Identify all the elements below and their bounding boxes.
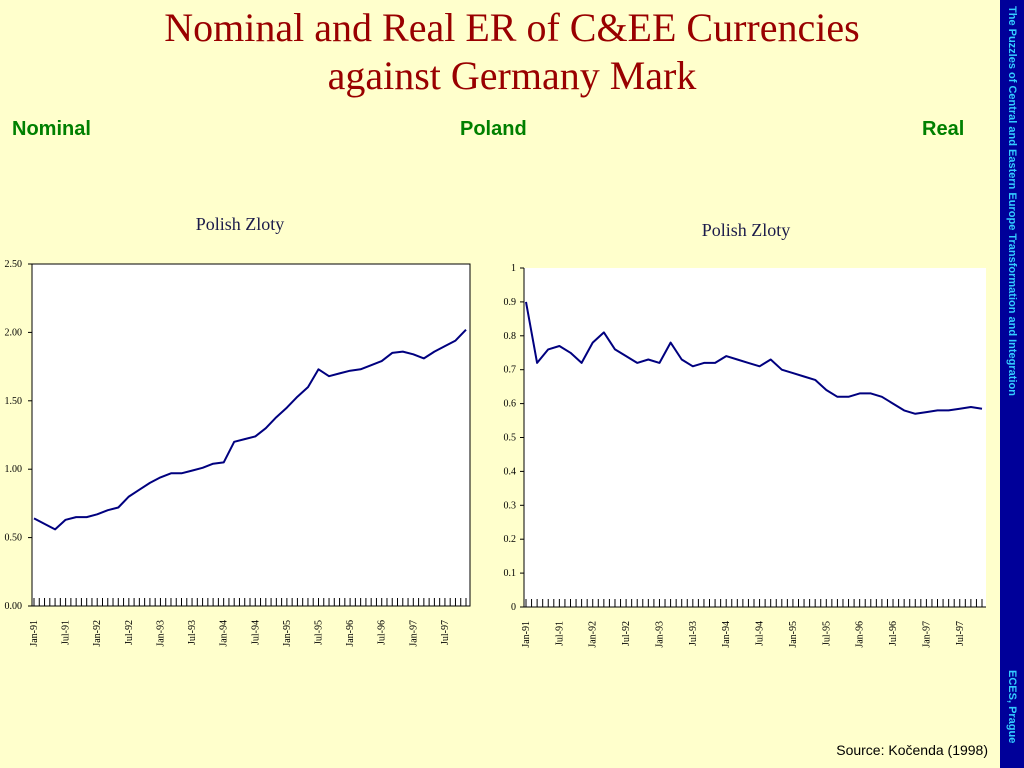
chart1-xtick-label: Jan-96	[345, 620, 356, 647]
chart2-ytick-label: 0.4	[504, 466, 517, 477]
chart2-ytick-label: 0.6	[504, 399, 517, 410]
chart2-xtick-label: Jul-94	[755, 621, 766, 646]
chart1-ytick-label: 0.00	[5, 601, 23, 612]
chart1-xtick-label: Jan-95	[282, 620, 293, 647]
chart2-xtick-label: Jan-92	[588, 621, 599, 648]
chart2-ytick-label: 0.1	[504, 568, 517, 579]
chart1-ytick-label: 0.50	[5, 533, 23, 544]
chart1-ytick-label: 1.00	[5, 464, 23, 475]
label-country: Poland	[460, 118, 527, 140]
sidebar-text: The Puzzles of Central and Eastern Europ…	[1006, 6, 1018, 396]
chart2-xtick-label: Jul-97	[955, 621, 966, 646]
chart1-title: Polish Zloty	[196, 214, 285, 234]
chart2-xtick-label: Jul-92	[621, 621, 632, 646]
chart1-ytick-label: 2.00	[5, 327, 23, 338]
title-line-2: against Germany Mark	[327, 53, 697, 98]
label-real: Real	[922, 118, 965, 140]
chart1-xtick-label: Jul-95	[313, 620, 324, 645]
chart2-ytick-label: 0.7	[504, 365, 517, 376]
label-nominal: Nominal	[12, 118, 91, 140]
chart1-ytick-label: 1.50	[5, 396, 23, 407]
chart2-xtick-label: Jan-94	[721, 621, 732, 648]
chart2-title: Polish Zloty	[702, 220, 791, 240]
chart1-xtick-label: Jul-94	[250, 620, 261, 645]
chart2-ytick-label: 0.5	[504, 433, 517, 444]
chart2-ytick-label: 0.9	[504, 297, 517, 308]
sidebar-footer: ECES, Prague	[1006, 670, 1018, 744]
source-note: Source: Kočenda (1998)	[836, 742, 988, 758]
title-line-1: Nominal and Real ER of C&EE Currencies	[164, 5, 860, 50]
chart1-xtick-label: Jul-97	[440, 620, 451, 645]
chart1-xtick-label: Jan-92	[92, 620, 103, 647]
chart1-xtick-label: Jul-93	[187, 620, 198, 645]
chart1-plot-area	[31, 263, 471, 607]
sidebar-band: The Puzzles of Central and Eastern Europ…	[1000, 0, 1024, 768]
chart2-xtick-label: Jan-91	[521, 621, 532, 648]
chart2-ytick-label: 0.2	[504, 534, 517, 545]
chart2-xtick-label: Jan-95	[788, 621, 799, 648]
charts-canvas: Polish Zloty0.000.501.001.502.002.50Jan-…	[5, 214, 986, 648]
slide-title: Nominal and Real ER of C&EE Currencies a…	[0, 4, 1024, 100]
chart1-xtick-label: Jan-93	[155, 620, 166, 647]
chart1-xtick-label: Jul-92	[124, 620, 135, 645]
chart2-ytick-label: 0.3	[504, 500, 517, 511]
chart1-xtick-label: Jan-94	[219, 620, 230, 647]
chart2-xtick-label: Jul-91	[554, 621, 565, 646]
chart1-xtick-label: Jul-96	[377, 620, 388, 645]
chart1-xtick-label: Jul-91	[61, 620, 72, 645]
chart2-xtick-label: Jan-96	[855, 621, 866, 648]
chart2-ytick-label: 1	[511, 263, 516, 274]
chart2-ytick-label: 0	[511, 602, 516, 613]
chart1-xtick-label: Jan-91	[29, 620, 40, 647]
chart2-ytick-label: 0.8	[504, 331, 517, 342]
chart1-xtick-label: Jan-97	[408, 620, 419, 647]
chart2-series-line	[525, 301, 983, 415]
chart2-xtick-label: Jul-95	[821, 621, 832, 646]
chart2-xtick-label: Jul-96	[888, 621, 899, 646]
chart1-ytick-label: 2.50	[5, 259, 23, 270]
chart2-xtick-label: Jul-93	[688, 621, 699, 646]
chart2-plot-area	[524, 268, 986, 607]
chart1-series-line	[33, 329, 467, 531]
chart2-xtick-label: Jan-97	[921, 621, 932, 648]
chart2-xtick-label: Jan-93	[654, 621, 665, 648]
